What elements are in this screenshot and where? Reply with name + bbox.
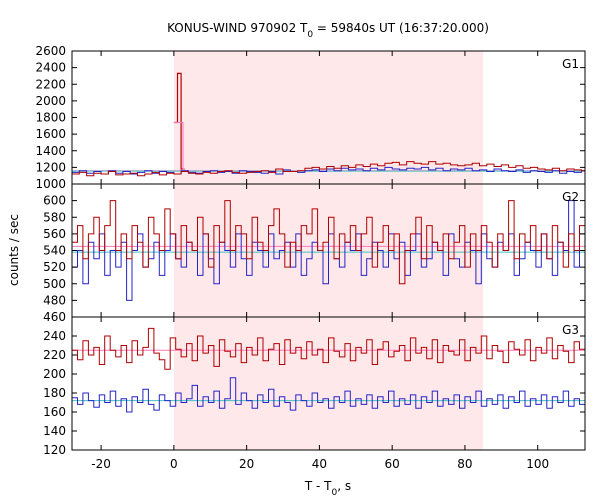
y-tick-label: 2200 [35, 77, 66, 91]
y-tick-label: 120 [43, 443, 66, 457]
y-tick-label: 1400 [35, 144, 66, 158]
series-pink-fine [173, 122, 185, 170]
panels-layer: 100012001400160018002000220024002600G146… [35, 44, 586, 471]
panel-label: G3 [562, 323, 579, 337]
y-tick-label: 1000 [35, 177, 66, 191]
y-tick-label: 200 [43, 367, 66, 381]
y-tick-label: 460 [43, 310, 66, 324]
y-axis-label: counts / sec [7, 214, 21, 286]
series-blue-g1 [72, 166, 585, 175]
panel-label: G1 [562, 57, 579, 71]
panel-g2-series [72, 200, 585, 301]
chart-title: KONUS-WIND 970902 T0 = 59840s UT (16:37:… [167, 21, 489, 40]
x-tick-label: 40 [312, 457, 327, 471]
panel-g3-series [72, 327, 585, 413]
series-red-g3 [72, 327, 585, 370]
y-tick-label: 520 [43, 260, 66, 274]
y-tick-label: 160 [43, 405, 66, 419]
y-tick-label: 140 [43, 424, 66, 438]
y-tick-label: 220 [43, 348, 66, 362]
series-blue-g3 [72, 377, 585, 413]
panel-g1: 1000 1200 1400 1600 1800 2000 2200 2400 2600 G1 [35, 44, 586, 191]
series-red-g1 [72, 161, 585, 177]
y-tick-label: 2600 [35, 44, 66, 58]
y-tick-label: 580 [43, 210, 66, 224]
x-tick-label: -20 [91, 457, 111, 471]
panel-label: G2 [562, 190, 579, 204]
panel-g2: 460 480 500 520 540 560 580 600 G2 [43, 183, 586, 324]
panel-g1-series [72, 72, 585, 177]
y-tick-label: 560 [43, 227, 66, 241]
shaded-interval [173, 317, 484, 450]
y-tick-label: 480 [43, 293, 66, 307]
x-tick-label: 20 [239, 457, 254, 471]
y-tick-label: 600 [43, 194, 66, 208]
x-tick-label: 100 [526, 457, 549, 471]
y-tick-label: 180 [43, 386, 66, 400]
y-tick-label: 240 [43, 329, 66, 343]
y-tick-label: 1200 [35, 160, 66, 174]
series-red-g2 [72, 200, 585, 285]
y-tick-label: 1600 [35, 127, 66, 141]
y-tick-label: 2000 [35, 94, 66, 108]
x-tick-label: 60 [385, 457, 400, 471]
x-tick-label: 0 [170, 457, 178, 471]
x-tick-label: 80 [457, 457, 472, 471]
x-axis-label: T - T0, s [304, 479, 351, 498]
y-tick-label: 500 [43, 277, 66, 291]
panel-g3: 120 140 160 180 200 220 240 G3 [43, 316, 586, 457]
y-tick-label: 2400 [35, 61, 66, 75]
y-tick-label: 1800 [35, 111, 66, 125]
panel-frame [71, 316, 586, 451]
y-tick-label: 540 [43, 244, 66, 258]
